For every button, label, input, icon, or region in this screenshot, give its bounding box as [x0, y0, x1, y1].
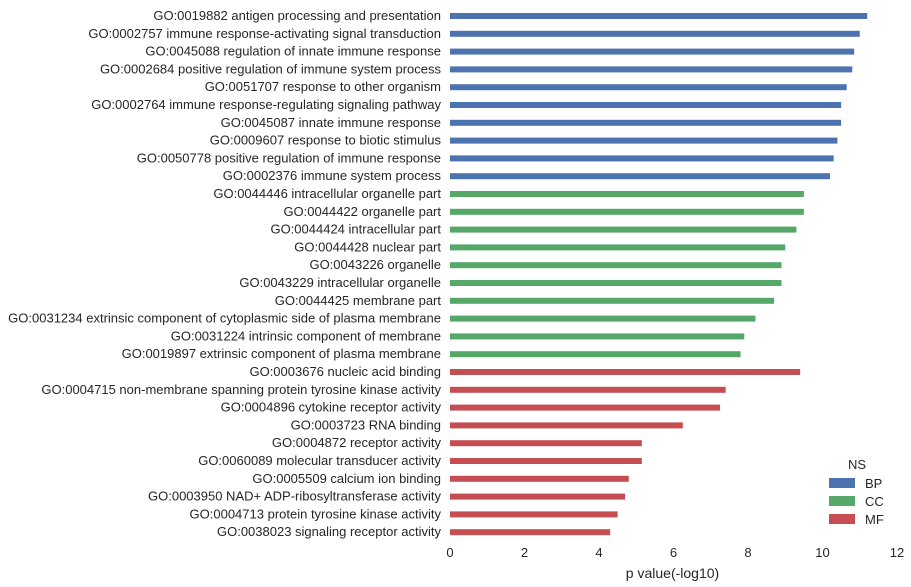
bar-bp	[450, 30, 860, 37]
category-label: GO:0003723 RNA binding	[291, 417, 441, 432]
bars-layer	[450, 13, 868, 536]
bar-cc	[450, 297, 775, 304]
legend-swatch-cc	[829, 496, 855, 506]
category-label: GO:0043226 organelle	[309, 257, 441, 272]
bar-bp	[450, 66, 853, 73]
category-label: GO:0031234 extrinsic component of cytopl…	[8, 311, 441, 326]
bar-cc	[450, 351, 741, 358]
legend-swatch-bp	[829, 478, 855, 488]
bar-bp	[450, 13, 868, 19]
bar-mf	[450, 386, 726, 393]
category-label: GO:0003950 NAD+ ADP-ribosyltransferase a…	[148, 489, 441, 504]
legend-label-bp: BP	[865, 476, 882, 491]
category-label: GO:0009607 response to biotic stimulus	[210, 133, 442, 148]
category-label: GO:0045088 regulation of innate immune r…	[145, 44, 441, 59]
x-axis: 0 2 4 6 8 10 12	[446, 545, 904, 560]
bar-mf	[450, 422, 683, 429]
category-label: GO:0002764 immune response-regulating si…	[91, 97, 441, 112]
x-tick-label: 4	[595, 545, 602, 560]
bar-mf	[450, 404, 721, 411]
category-label: GO:0060089 molecular transducer activity	[198, 453, 441, 468]
legend-swatch-mf	[829, 514, 855, 524]
category-label: GO:0019897 extrinsic component of plasma…	[122, 346, 441, 361]
bar-cc	[450, 244, 786, 251]
category-label: GO:0004715 non-membrane spanning protein…	[41, 382, 441, 397]
legend-label-mf: MF	[865, 512, 884, 527]
bar-cc	[450, 226, 797, 233]
category-label: GO:0044422 organelle part	[283, 204, 441, 219]
category-label: GO:0003676 nucleic acid binding	[249, 364, 441, 379]
category-label: GO:0043229 intracellular organelle	[239, 275, 441, 290]
category-label: GO:0051707 response to other organism	[205, 79, 441, 94]
category-label: GO:0044428 nuclear part	[294, 239, 441, 254]
category-label: GO:0031224 intrinsic component of membra…	[171, 328, 441, 343]
legend: NS BP CC MF	[829, 457, 884, 527]
bar-mf	[450, 369, 801, 375]
category-label: GO:0038023 signaling receptor activity	[217, 524, 442, 539]
x-tick-label: 2	[521, 545, 528, 560]
category-label: GO:0002376 immune system process	[223, 168, 442, 183]
x-tick-label: 6	[670, 545, 677, 560]
category-label: GO:0002684 positive regulation of immune…	[100, 61, 442, 76]
bar-cc	[450, 315, 756, 322]
x-tick-label: 8	[744, 545, 751, 560]
bar-cc	[450, 208, 804, 215]
bar-bp	[450, 48, 855, 55]
legend-title: NS	[848, 457, 866, 472]
category-labels: GO:0019882 antigen processing and presen…	[8, 8, 441, 539]
bar-mf	[450, 458, 642, 464]
bar-mf	[450, 475, 629, 482]
bar-bp	[450, 102, 842, 108]
bar-mf	[450, 493, 626, 500]
bar-cc	[450, 333, 745, 340]
bar-bp	[450, 155, 834, 162]
bar-cc	[450, 262, 782, 269]
category-label: GO:0050778 positive regulation of immune…	[137, 150, 441, 165]
bar-mf	[450, 529, 611, 536]
category-label: GO:0019882 antigen processing and presen…	[153, 8, 441, 23]
bar-cc	[450, 280, 782, 286]
category-label: GO:0044424 intracellular part	[270, 222, 441, 237]
x-tick-label: 10	[815, 545, 829, 560]
legend-label-cc: CC	[865, 494, 884, 509]
x-axis-label: p value(-log10)	[626, 565, 719, 581]
bar-mf	[450, 440, 642, 447]
category-label: GO:0002757 immune response-activating si…	[88, 26, 441, 41]
bar-bp	[450, 119, 842, 126]
category-label: GO:0004872 receptor activity	[272, 435, 442, 450]
category-label: GO:0004896 cytokine receptor activity	[221, 400, 442, 415]
category-label: GO:0045087 innate immune response	[221, 115, 441, 130]
category-label: GO:0044446 intracellular organelle part	[213, 186, 441, 201]
category-label: GO:0005509 calcium ion binding	[252, 471, 441, 486]
x-tick-label: 0	[446, 545, 453, 560]
x-tick-label: 12	[890, 545, 904, 560]
bar-bp	[450, 173, 830, 180]
bar-bp	[450, 84, 847, 91]
bar-mf	[450, 511, 618, 518]
bar-cc	[450, 191, 804, 197]
bar-bp	[450, 137, 838, 144]
category-label: GO:0004713 protein tyrosine kinase activ…	[190, 506, 442, 521]
category-label: GO:0044425 membrane part	[275, 293, 442, 308]
